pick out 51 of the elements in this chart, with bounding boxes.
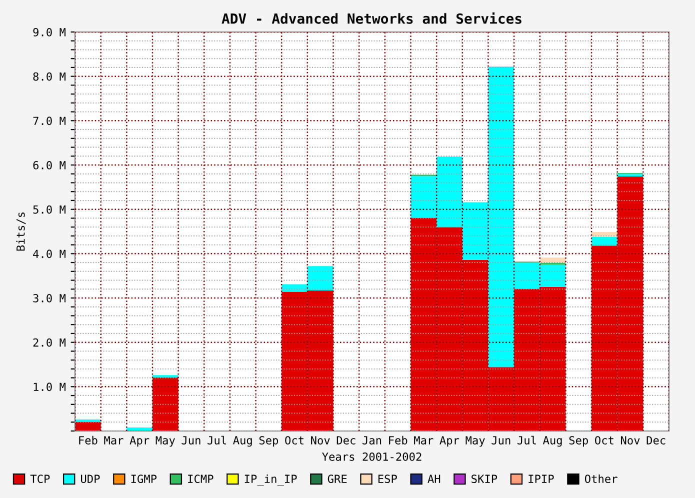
bar <box>152 377 178 431</box>
x-tick-label: Nov <box>311 436 330 445</box>
x-tick-label: Apr <box>440 436 460 447</box>
x-tick-label: Sep <box>569 436 588 447</box>
legend-label: AH <box>428 474 440 483</box>
y-tick-label: 7.0 M <box>33 116 66 126</box>
bar <box>592 232 618 237</box>
x-tick-label: Oct <box>285 436 304 445</box>
legend-label: IP_in_IP <box>244 474 297 486</box>
legend-label: IPIP <box>528 474 554 483</box>
legend-label: IGMP <box>131 474 157 484</box>
x-tick-label: Aug <box>233 436 252 447</box>
legend-label: UDP <box>81 474 100 484</box>
x-tick-label: Mar <box>104 436 124 445</box>
x-tick-label: Sep <box>259 436 278 447</box>
y-tick-label: 5.0 M <box>33 205 66 214</box>
x-tick-label: May <box>466 436 485 447</box>
chart-title: ADV - Advanced Networks and Services <box>222 12 522 24</box>
legend-label: TCP <box>30 474 50 484</box>
y-tick-label: 1.0 M <box>34 382 66 392</box>
y-tick-label: 9.0 M <box>33 28 66 36</box>
legend-label: SKIP <box>472 474 498 484</box>
x-tick-label: Aug <box>542 436 562 447</box>
legend-label: ICMP <box>188 474 214 484</box>
x-tick-label: Jun <box>182 436 200 445</box>
x-tick-label: Jun <box>492 436 510 445</box>
y-tick-label: 6.0 M <box>33 161 66 170</box>
bar <box>592 236 618 246</box>
bar <box>75 422 101 431</box>
y-tick-label: 8.0 M <box>33 72 66 81</box>
x-tick-label: Feb <box>389 436 408 445</box>
x-tick-label: Oct <box>595 436 614 445</box>
legend-label: GRE <box>328 474 347 484</box>
y-tick-label: 3.0 M <box>33 294 66 302</box>
x-tick-label: Jan <box>362 436 382 445</box>
x-tick-label: Jul <box>518 436 536 445</box>
legend-label: ESP <box>378 474 397 484</box>
x-tick-label: Dec <box>336 436 356 445</box>
x-tick-label: Apr <box>130 436 150 447</box>
y-tick-label: 2.0 M <box>33 338 66 347</box>
legend-label: Other <box>584 474 618 484</box>
x-tick-label: Mar <box>414 436 434 445</box>
x-axis-title: Years 2001-2002 <box>322 452 422 461</box>
x-tick-label: May <box>156 436 175 447</box>
y-tick-label: 4.0 M <box>33 250 66 258</box>
bar <box>540 258 566 263</box>
x-tick-label: Nov <box>620 436 640 445</box>
y-axis-title: Bits/s <box>16 212 26 251</box>
x-tick-label: Dec <box>646 436 666 445</box>
x-tick-label: Jul <box>208 436 226 445</box>
x-tick-label: Feb <box>79 436 98 445</box>
